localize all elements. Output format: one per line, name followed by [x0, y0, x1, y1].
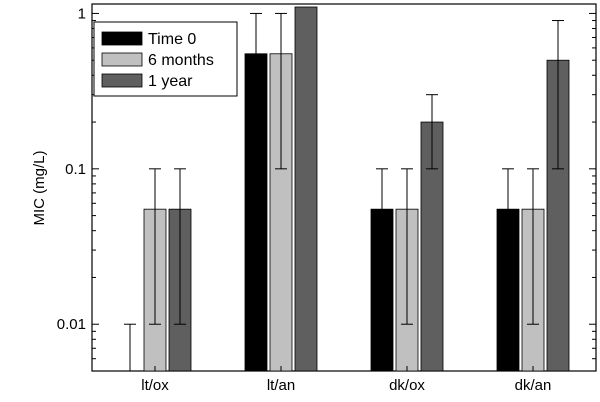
y-tick-label: 1: [78, 5, 86, 22]
y-axis-label: MIC (mg/L): [31, 150, 48, 225]
bar-lt-an-1-year: [294, 6, 318, 372]
plot-frame: [91, 3, 597, 372]
legend-label-1-year: 1 year: [148, 73, 193, 90]
x-axis: lt/ox lt/an dk/ox dk/an: [141, 366, 551, 394]
x-tick-label: lt/ox: [141, 377, 169, 394]
x-tick-label: dk/ox: [389, 377, 425, 394]
legend-label-time-0: Time 0: [148, 31, 196, 48]
legend-swatch-1-year: [101, 73, 143, 88]
error-bars-layer: [124, 12, 564, 371]
legend-swatch-time-0: [101, 31, 143, 46]
bars-layer: [143, 6, 570, 372]
legend-swatch-6-months: [101, 52, 143, 67]
x-tick-label: dk/an: [515, 377, 552, 394]
y-tick-label: 0.01: [57, 316, 86, 333]
legend: Time 0 6 months 1 year: [93, 21, 238, 97]
y-tick-label: 0.1: [65, 161, 86, 178]
x-tick-label: lt/an: [267, 377, 295, 394]
legend-label-6-months: 6 months: [148, 52, 214, 69]
